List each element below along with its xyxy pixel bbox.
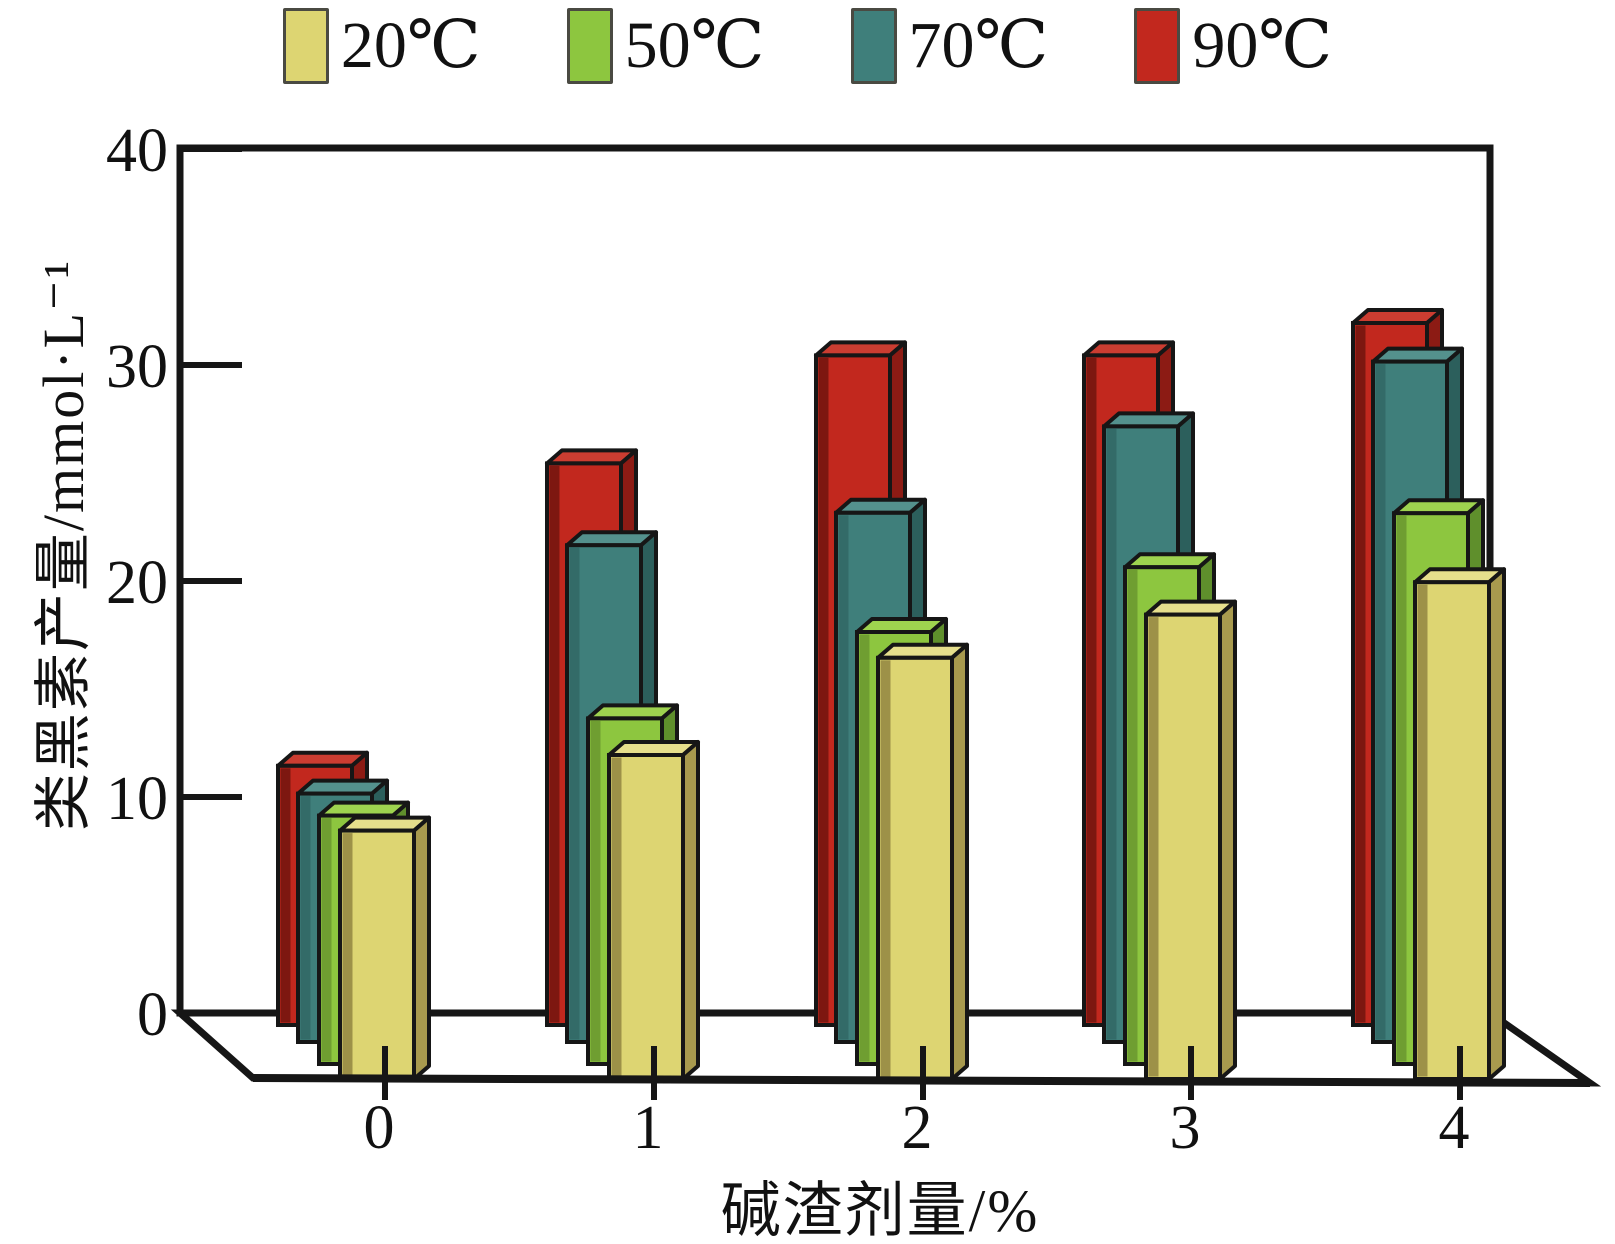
legend-label: 50℃	[624, 9, 765, 82]
y-tick-label: 20	[106, 549, 168, 617]
x-axis-title: 碱渣剂量/%	[720, 1178, 1040, 1244]
legend-label: 70℃	[908, 9, 1049, 82]
bar-left-shade	[1396, 515, 1407, 1062]
bar-left-shade	[611, 757, 622, 1077]
bar-left-shade	[818, 357, 829, 1023]
bar-left-shade	[569, 547, 580, 1040]
x-tick-label: 1	[633, 1094, 664, 1162]
x-tick-label: 3	[1170, 1094, 1201, 1162]
legend-swatch	[282, 8, 329, 84]
bar-left-shade	[280, 768, 291, 1023]
legend-swatch	[850, 8, 897, 84]
bar-left-shade	[321, 818, 332, 1062]
bar-left-shade	[880, 660, 891, 1077]
y-tick-label: 40	[106, 117, 168, 185]
legend-item: 50℃	[566, 8, 765, 84]
x-tick-label: 0	[364, 1094, 395, 1162]
legend-label: 90℃	[1192, 9, 1333, 82]
bar-left-shade	[1106, 428, 1117, 1040]
legend-item: 90℃	[1134, 8, 1332, 84]
bar-left-shade	[1086, 357, 1097, 1023]
y-axis-title: 类黑素产量/mmol·L⁻¹	[31, 258, 96, 832]
y-tick-label: 10	[106, 765, 168, 833]
bar-left-shade	[342, 833, 353, 1077]
bar-left-shade	[1375, 364, 1386, 1040]
bar-left-shade	[549, 465, 560, 1023]
bar-left-shade	[1417, 584, 1428, 1077]
bar-left-shade	[838, 515, 849, 1040]
bar-left-shade	[590, 720, 601, 1062]
legend-swatch	[566, 8, 613, 84]
y-tick-label: 0	[137, 981, 168, 1049]
legend: 20℃ 50℃ 70℃ 90℃	[0, 8, 1615, 84]
x-tick-label: 2	[902, 1094, 933, 1162]
bar-side-face	[681, 740, 700, 1081]
bar-side-face	[412, 815, 431, 1081]
bar-left-shade	[1355, 325, 1366, 1023]
x-tick-label: 4	[1439, 1094, 1470, 1162]
bar-left-shade	[300, 796, 311, 1040]
bar-left-shade	[859, 634, 870, 1062]
y-tick-label: 30	[106, 333, 168, 401]
legend-item: 20℃	[282, 8, 481, 84]
legend-label: 20℃	[340, 9, 481, 82]
bar-side-face	[1218, 599, 1237, 1081]
legend-swatch	[1134, 8, 1181, 84]
bar-side-face	[1487, 567, 1506, 1081]
legend-item: 70℃	[850, 8, 1049, 84]
bar-left-shade	[1127, 569, 1138, 1062]
bar-left-shade	[1148, 617, 1159, 1077]
bar-side-face	[950, 642, 969, 1081]
